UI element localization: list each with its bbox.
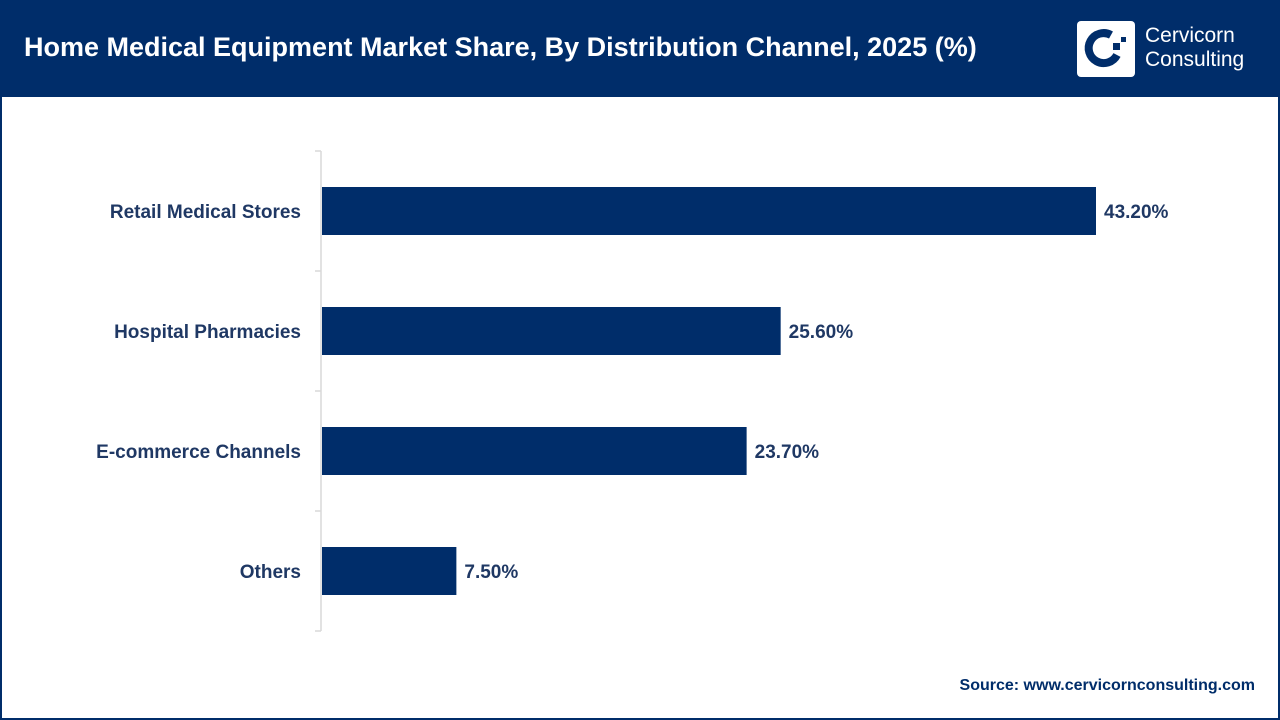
- category-label: Retail Medical Stores: [110, 202, 301, 223]
- logo-line1: Cervicorn: [1145, 24, 1235, 47]
- bar: [322, 307, 781, 355]
- data-label: 23.70%: [755, 442, 820, 463]
- category-label: Others: [240, 562, 301, 583]
- bar: [322, 427, 747, 475]
- chart-title: Home Medical Equipment Market Share, By …: [24, 32, 977, 62]
- cervicorn-logo-icon: [1077, 21, 1135, 77]
- logo-text: Cervicorn Consulting: [1145, 24, 1244, 72]
- logo-line2: Consulting: [1145, 48, 1245, 71]
- bar: [322, 187, 1096, 235]
- bar: [322, 547, 457, 595]
- category-label: E-commerce Channels: [96, 442, 301, 463]
- data-label: 7.50%: [464, 562, 518, 583]
- source-note: Source: www.cervicornconsulting.com: [959, 677, 1255, 694]
- data-label: 43.20%: [1104, 202, 1169, 223]
- header-banner: Home Medical Equipment Market Share, By …: [0, 0, 1280, 97]
- data-label: 25.60%: [789, 322, 854, 343]
- category-label: Hospital Pharmacies: [114, 322, 301, 343]
